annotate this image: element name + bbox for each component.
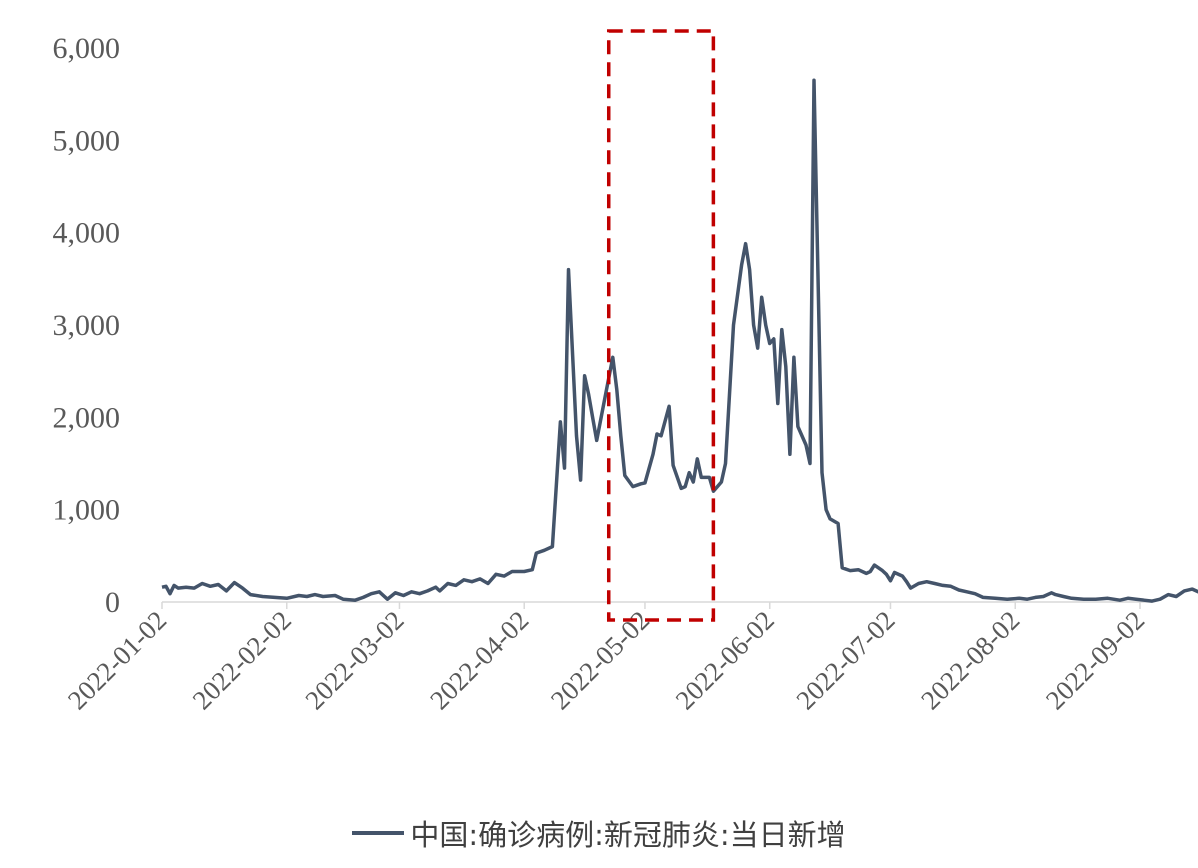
x-tick-label: 2022-07-02 [790, 605, 900, 715]
x-axis-tick-marks [161, 602, 1141, 609]
legend-label: 中国:确诊病例:新冠肺炎:当日新增 [410, 818, 846, 852]
series-line [161, 78, 1198, 603]
x-tick-label: 2022-06-02 [670, 605, 780, 715]
x-tick-label: 2022-02-02 [187, 605, 297, 715]
y-tick-label: 1,000 [53, 494, 121, 527]
x-tick-label: 2022-03-02 [299, 605, 409, 715]
x-axis-labels: 2022-01-02 2022-02-02 2022-03-02 2022-04-02… [62, 605, 1150, 715]
y-tick-label: 6,000 [53, 32, 121, 65]
highlight-box [606, 29, 716, 622]
y-axis-ticks: 0 1,000 2,000 3,000 4,000 5,000 6,000 [53, 32, 121, 619]
legend-swatch [352, 831, 405, 835]
y-tick-label: 2,000 [53, 401, 121, 434]
line-chart: 0 1,000 2,000 3,000 4,000 5,000 6,000 2022-01-… [53, 29, 1198, 715]
y-tick-label: 4,000 [53, 217, 121, 250]
x-tick-label: 2022-04-02 [424, 605, 534, 715]
y-tick-label: 0 [105, 586, 120, 619]
x-tick-label: 2022-09-02 [1040, 605, 1150, 715]
x-tick-label: 2022-01-02 [62, 605, 172, 715]
legend: 中国:确诊病例:新冠肺炎:当日新增 [0, 812, 1198, 854]
x-tick-label: 2022-08-02 [915, 605, 1025, 715]
y-tick-label: 3,000 [53, 309, 121, 342]
y-tick-label: 5,000 [53, 124, 121, 157]
x-tick-label: 2022-05-02 [545, 605, 655, 715]
